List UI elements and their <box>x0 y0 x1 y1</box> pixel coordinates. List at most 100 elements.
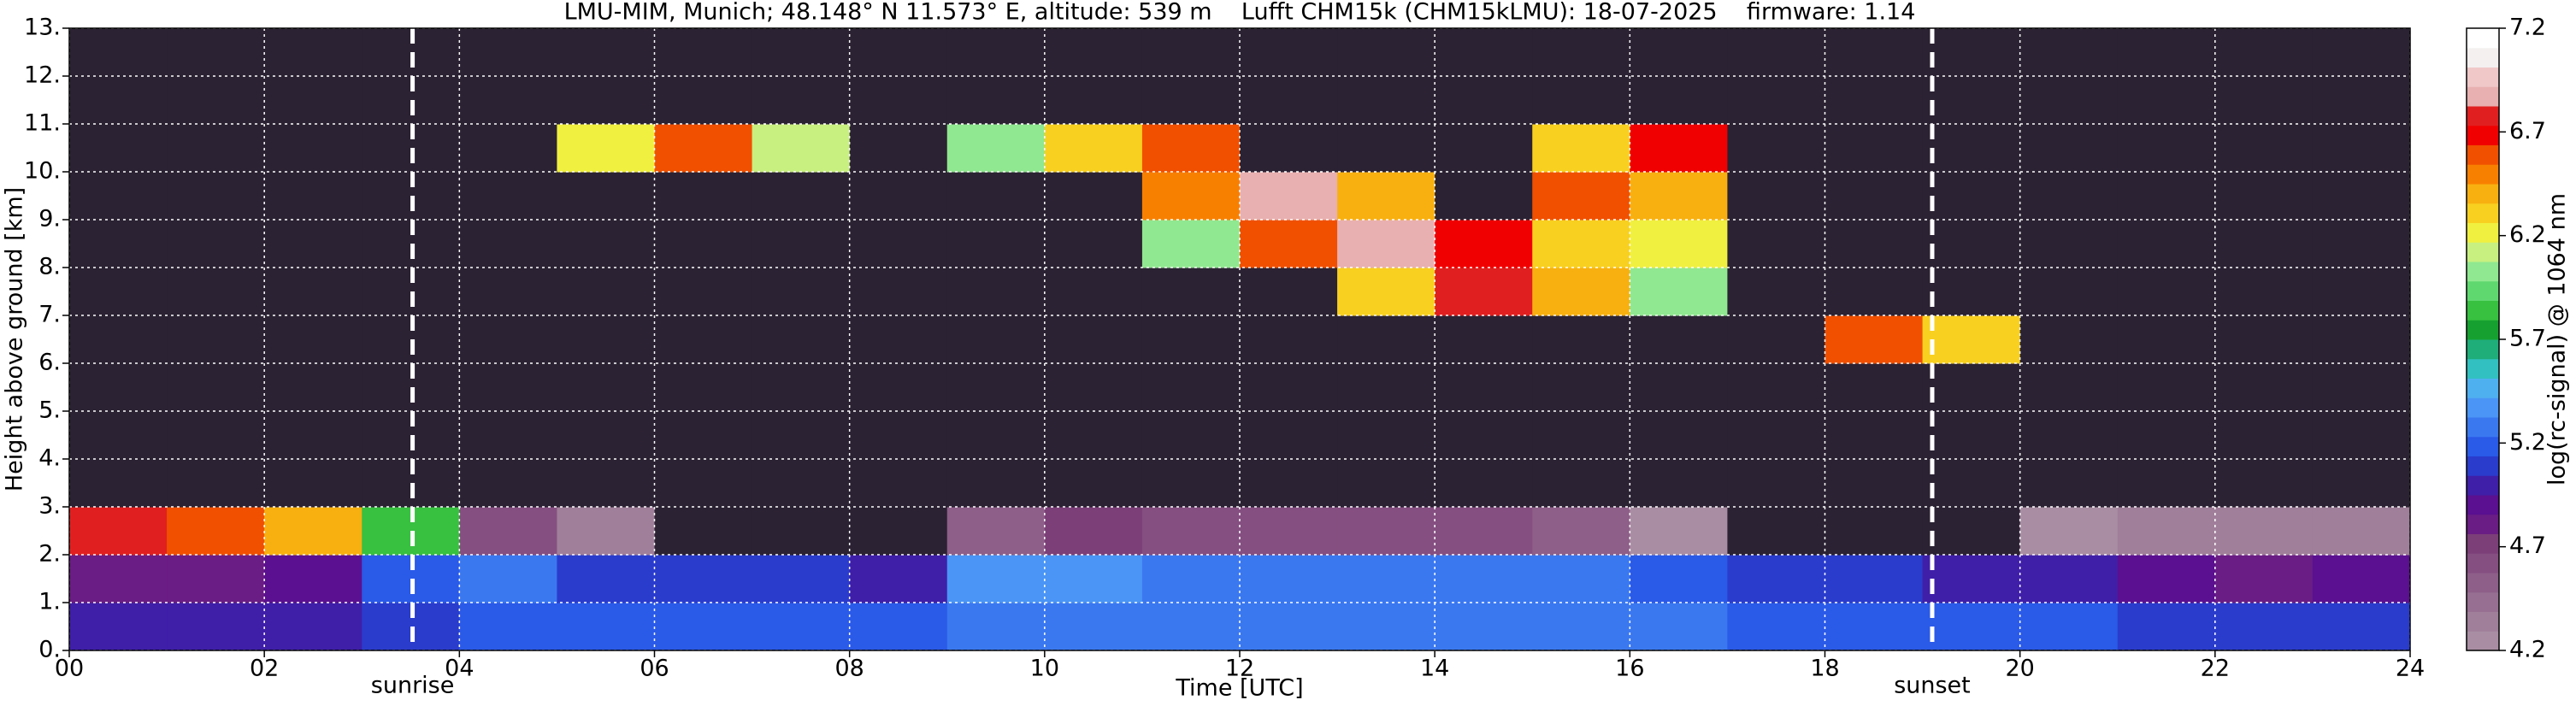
heatmap-cell <box>1630 459 1728 508</box>
heatmap-cell <box>1922 363 2021 412</box>
heatmap-cell <box>1630 28 1728 77</box>
heatmap-cell <box>2214 411 2314 460</box>
heatmap-cell <box>1727 76 1825 125</box>
heatmap-cell <box>2312 555 2411 603</box>
heatmap-cell <box>1727 411 1825 460</box>
heatmap-cell <box>69 76 168 125</box>
colorbar-label: log(rc-signal) @ 1064 nm <box>2544 193 2571 485</box>
colorbar-tick-label: 4.2 <box>2509 637 2546 663</box>
heatmap-cell <box>2019 220 2119 268</box>
colorbar-swatch <box>2467 591 2499 612</box>
y-tick-label: 1. <box>38 589 61 615</box>
heatmap-cell <box>2117 507 2216 556</box>
heatmap-cell <box>2117 28 2216 77</box>
heatmap-cell <box>654 28 753 77</box>
x-tick-label: 24 <box>2396 656 2425 682</box>
heatmap-cell <box>2312 220 2411 268</box>
heatmap-cell <box>459 220 557 268</box>
heatmap-cell <box>654 603 753 651</box>
heatmap-cell <box>557 507 655 556</box>
heatmap-cell <box>1240 28 1338 77</box>
heatmap-cell <box>2312 172 2411 221</box>
heatmap-cell <box>1824 603 1924 651</box>
heatmap-cell <box>849 507 948 556</box>
x-tick-label: 16 <box>1615 656 1644 682</box>
heatmap-cell <box>557 363 655 412</box>
heatmap-cell <box>167 555 265 603</box>
heatmap-cell <box>1922 459 2021 508</box>
y-tick-label: 3. <box>38 493 61 520</box>
heatmap-cell <box>1824 76 1924 125</box>
heatmap-cell <box>2117 124 2216 173</box>
heatmap-cell <box>1435 28 1533 77</box>
heatmap-cell <box>1044 411 1143 460</box>
heatmap-cell <box>1922 555 2021 603</box>
heatmap-cell <box>264 507 363 556</box>
heatmap-cell <box>69 603 168 651</box>
heatmap-cell <box>69 220 168 268</box>
heatmap-cell <box>1922 507 2021 556</box>
x-tick-label: 04 <box>445 656 474 682</box>
x-tick-label: 10 <box>1030 656 1059 682</box>
heatmap-cell <box>1922 28 2021 77</box>
colorbar-swatch <box>2467 553 2499 574</box>
heatmap-cell <box>2214 124 2314 173</box>
heatmap-cell <box>459 603 557 651</box>
heatmap-cell <box>2019 459 2119 508</box>
heatmap-cell <box>1240 124 1338 173</box>
heatmap-cell <box>752 315 851 364</box>
heatmap-cell <box>2117 315 2216 364</box>
y-tick-label: 4. <box>38 445 61 472</box>
heatmap-cell <box>1532 124 1630 173</box>
heatmap-cell <box>1532 28 1630 77</box>
y-tick-label: 11. <box>24 110 61 137</box>
x-tick-label: 20 <box>2005 656 2034 682</box>
x-tick-label: 00 <box>55 656 84 682</box>
colorbar-swatch <box>2467 67 2499 87</box>
y-tick-label: 6. <box>38 350 61 376</box>
heatmap-cell <box>2019 507 2119 556</box>
heatmap-cell <box>1337 28 1435 77</box>
heatmap-cell <box>1240 220 1338 268</box>
colorbar-swatch <box>2467 475 2499 496</box>
heatmap-cell <box>752 28 851 77</box>
heatmap-cell <box>459 124 557 173</box>
heatmap-cell <box>1630 363 1728 412</box>
heatmap-cell <box>1141 268 1241 316</box>
x-tick-label: 14 <box>1420 656 1449 682</box>
heatmap-cell <box>752 363 851 412</box>
colorbar-swatch <box>2467 456 2499 476</box>
heatmap-cell <box>459 507 557 556</box>
heatmap-cell <box>2214 555 2314 603</box>
colorbar-swatch <box>2467 495 2499 515</box>
heatmap-cell <box>654 220 753 268</box>
heatmap-cell <box>1435 555 1533 603</box>
heatmap-cell <box>2312 411 2411 460</box>
heatmap-cell <box>2019 76 2119 125</box>
heatmap-cell <box>1044 363 1143 412</box>
heatmap-cell <box>1435 459 1533 508</box>
heatmap-cell <box>2019 363 2119 412</box>
heatmap-cell <box>167 268 265 316</box>
heatmap-cell <box>849 76 948 125</box>
heatmap-cell <box>1141 507 1241 556</box>
heatmap-cell <box>69 507 168 556</box>
heatmap-cell <box>264 555 363 603</box>
heatmap-cell <box>69 459 168 508</box>
colorbar-swatch <box>2467 184 2499 204</box>
heatmap-cell <box>1435 76 1533 125</box>
heatmap-cell <box>1824 459 1924 508</box>
heatmap-cell <box>1337 507 1435 556</box>
heatmap-cell <box>1435 220 1533 268</box>
heatmap-cell <box>69 268 168 316</box>
y-axis-label: Height above ground [km] <box>2 187 28 491</box>
colorbar-swatch <box>2467 47 2499 68</box>
heatmap-cell <box>654 555 753 603</box>
heatmap-cell <box>1044 76 1143 125</box>
heatmap-cell <box>1044 172 1143 221</box>
heatmap-cell <box>752 124 851 173</box>
heatmap-cell <box>1337 220 1435 268</box>
heatmap-cell <box>459 268 557 316</box>
heatmap-cell <box>459 172 557 221</box>
